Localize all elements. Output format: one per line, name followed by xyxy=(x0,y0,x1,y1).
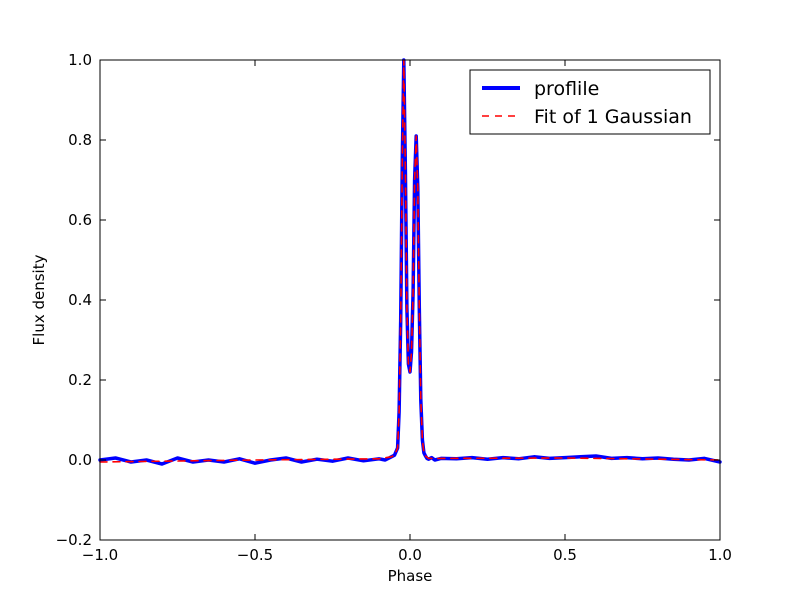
y-tick-label: 0.4 xyxy=(68,291,92,309)
legend-frame xyxy=(469,69,711,135)
x-tick-label: −0.5 xyxy=(237,546,273,564)
legend-label-fit: Fit of 1 Gaussian xyxy=(534,106,692,128)
x-axis-label: Phase xyxy=(388,567,433,585)
y-tick-label: 0.6 xyxy=(68,211,92,229)
y-tick-label: 1.0 xyxy=(68,51,92,69)
series-line-fit xyxy=(99,59,721,463)
series-layer xyxy=(98,58,722,466)
x-tick-label: 0.0 xyxy=(398,546,422,564)
y-tick-label: −0.2 xyxy=(56,531,92,549)
legend-label-profile: proflile xyxy=(534,78,599,100)
x-tick-label: 1.0 xyxy=(708,546,732,564)
legend: proflile Fit of 1 Gaussian xyxy=(469,69,711,135)
y-axis-label: Flux density xyxy=(30,254,48,345)
y-tick-label: 0.2 xyxy=(68,371,92,389)
y-tick-label: 0.0 xyxy=(68,451,92,469)
x-tick-label: −1.0 xyxy=(82,546,118,564)
y-tick-label: 0.8 xyxy=(68,131,92,149)
tick-layer: −1.0 −0.5 0.0 0.5 1.0 −0.2 0.0 0.2 0.4 0.6 0.8 1.0 xyxy=(56,51,732,564)
x-tick-label: 0.5 xyxy=(553,546,577,564)
